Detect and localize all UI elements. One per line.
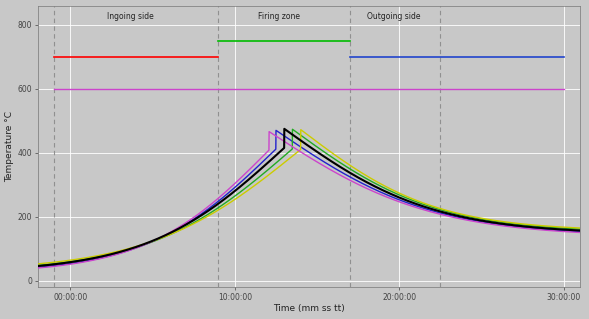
X-axis label: Time (mm ss tt): Time (mm ss tt) <box>273 304 345 314</box>
Text: Outgoing side: Outgoing side <box>367 12 421 21</box>
Y-axis label: Temperature °C: Temperature °C <box>5 111 15 182</box>
Text: Ingoing side: Ingoing side <box>107 12 154 21</box>
Text: Firing zone: Firing zone <box>257 12 300 21</box>
